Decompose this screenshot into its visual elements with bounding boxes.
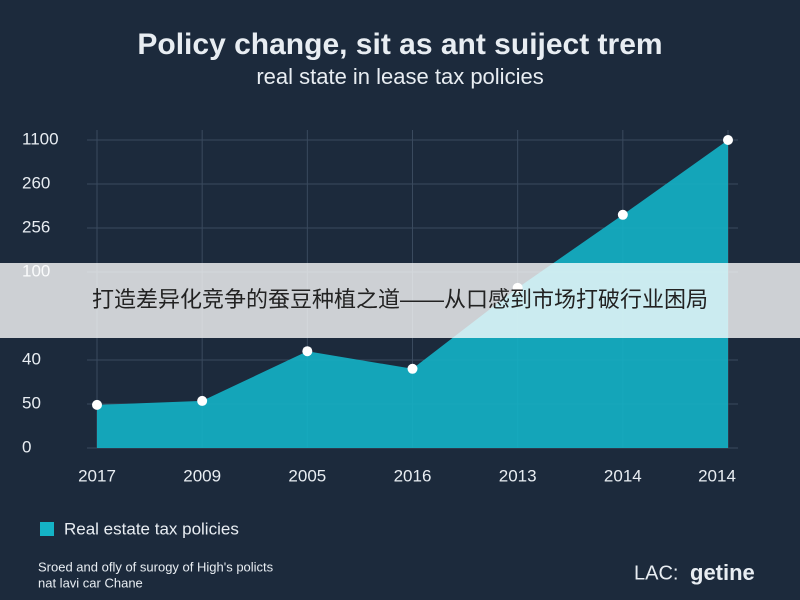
- data-point: [723, 135, 733, 145]
- x-tick-label: 2017: [78, 466, 116, 485]
- chart-title: Policy change, sit as ant suiject trem: [137, 28, 662, 61]
- chart-subtitle: real state in lease tax policies: [256, 64, 543, 89]
- data-point: [92, 399, 102, 410]
- data-point: [407, 363, 418, 374]
- y-tick-label: 40: [22, 349, 41, 368]
- footer-note: nat lavi car Chane: [38, 575, 143, 590]
- data-point: [302, 346, 313, 357]
- legend-swatch: [40, 522, 54, 536]
- x-tick-label: 2009: [183, 466, 221, 485]
- logo-name: getine: [690, 560, 755, 585]
- area: [97, 140, 728, 448]
- banner-text: 打造差异化竞争的蚕豆种植之道——从口感到市场打破行业困局: [92, 287, 708, 312]
- x-tick-label: 2014: [698, 466, 736, 485]
- data-point: [617, 209, 628, 220]
- legend-label: Real estate tax policies: [64, 519, 239, 538]
- footer-note: Sroed and ofly of surogy of High's polic…: [38, 559, 274, 574]
- y-tick-label: 256: [22, 217, 50, 236]
- y-tick-label: 50: [22, 393, 41, 412]
- data-point: [197, 395, 208, 406]
- banner: [0, 263, 800, 338]
- x-tick-label: 2014: [604, 466, 642, 485]
- x-tick-label: 2005: [288, 466, 326, 485]
- y-tick-label: 0: [22, 437, 31, 456]
- x-tick-label: 2016: [394, 466, 432, 485]
- y-tick-label: 1100: [22, 129, 59, 148]
- x-tick-label: 2013: [499, 466, 537, 485]
- logo-prefix: LAC:: [634, 562, 678, 584]
- y-tick-label: 260: [22, 173, 50, 192]
